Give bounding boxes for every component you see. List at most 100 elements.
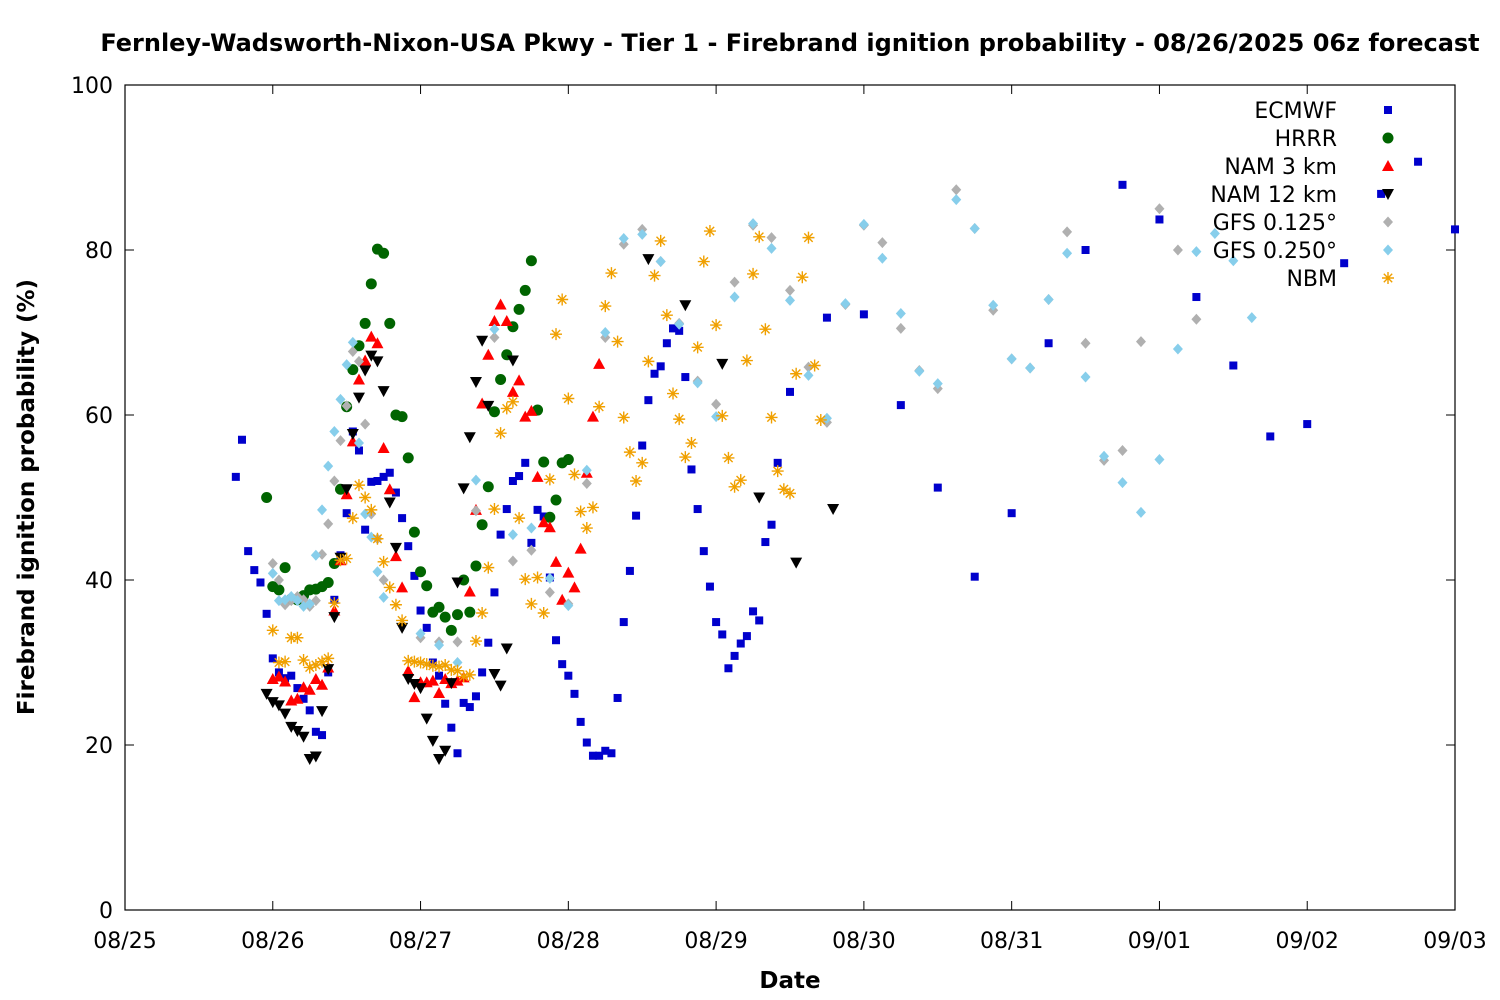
data-point — [544, 586, 555, 598]
data-point — [654, 234, 667, 247]
data-point — [507, 555, 518, 567]
y-axis-label: Firebrand ignition probability (%) — [14, 279, 40, 715]
data-point — [576, 717, 585, 726]
data-point — [558, 660, 567, 669]
data-point — [582, 738, 591, 747]
data-point — [383, 581, 396, 594]
data-point — [1117, 444, 1128, 456]
data-point — [402, 452, 414, 464]
data-point — [452, 636, 463, 648]
legend-marker — [1384, 106, 1392, 114]
data-point — [502, 505, 511, 514]
data-point — [527, 538, 536, 547]
data-point — [710, 319, 723, 332]
data-point — [488, 503, 501, 516]
y-tick-label: 60 — [85, 404, 113, 429]
data-point — [256, 578, 265, 587]
data-point — [452, 609, 463, 621]
data-point — [396, 622, 409, 634]
data-point — [581, 477, 592, 489]
legend-label: GFS 0.125° — [1213, 211, 1337, 236]
data-point — [457, 670, 470, 683]
data-point — [335, 435, 346, 447]
data-point — [408, 691, 421, 703]
data-point — [426, 735, 439, 747]
data-point — [951, 184, 962, 196]
data-point — [389, 550, 402, 562]
series-nbm — [266, 225, 827, 683]
data-point — [681, 373, 690, 382]
data-point — [361, 525, 370, 534]
data-point — [378, 247, 390, 259]
data-point — [371, 356, 384, 368]
data-point — [538, 456, 550, 468]
data-point — [827, 504, 840, 516]
data-point — [273, 595, 284, 607]
data-point — [490, 588, 499, 597]
data-point — [531, 470, 544, 482]
data-point — [451, 664, 464, 677]
data-point — [365, 350, 378, 362]
data-point — [988, 299, 999, 311]
data-point — [285, 721, 298, 733]
data-point — [341, 359, 352, 371]
data-point — [822, 313, 831, 322]
data-point — [716, 358, 729, 370]
data-point — [500, 643, 513, 655]
data-point — [488, 669, 501, 681]
data-point — [543, 521, 556, 533]
data-point — [638, 441, 647, 450]
data-point — [323, 518, 334, 530]
x-tick-label: 08/30 — [832, 929, 895, 954]
chart-title: Fernley-Wadsworth-Nixon-USA Pkwy - Tier … — [100, 29, 1479, 57]
data-point — [675, 326, 684, 335]
plot-border — [124, 84, 1456, 911]
data-point — [877, 237, 888, 249]
data-point — [586, 501, 599, 514]
data-point — [402, 654, 415, 667]
data-point — [434, 639, 445, 651]
data-point — [562, 454, 574, 466]
data-point — [1081, 246, 1090, 254]
data-point — [367, 477, 376, 486]
data-point — [699, 547, 708, 556]
data-point — [574, 505, 587, 518]
data-point — [421, 580, 433, 592]
data-point — [426, 659, 439, 672]
data-point — [371, 337, 384, 349]
data-point — [1303, 420, 1312, 429]
data-point — [692, 377, 703, 389]
data-point — [630, 475, 643, 487]
data-point — [1246, 312, 1257, 324]
legend-label: NBM — [1286, 267, 1337, 292]
data-point — [378, 591, 389, 603]
data-point — [309, 751, 322, 763]
data-point — [489, 323, 500, 335]
data-point — [365, 503, 378, 516]
data-point — [618, 232, 629, 244]
x-tick-label: 08/26 — [241, 929, 304, 954]
data-point — [445, 678, 458, 690]
data-point — [354, 446, 363, 455]
data-point — [379, 472, 388, 481]
data-point — [334, 554, 347, 567]
legend-marker — [1382, 272, 1394, 284]
data-point — [433, 601, 445, 613]
data-point — [471, 692, 480, 701]
plot-area — [124, 84, 1456, 911]
data-point — [347, 336, 358, 348]
data-point — [593, 400, 606, 413]
data-point — [316, 678, 329, 690]
data-point — [859, 310, 868, 319]
data-point — [476, 607, 489, 619]
data-point — [1377, 189, 1386, 198]
data-point — [519, 573, 532, 586]
data-point — [618, 238, 629, 250]
data-point — [378, 574, 389, 586]
data-point — [642, 254, 655, 266]
data-point — [291, 631, 304, 644]
legend-label: NAM 3 km — [1224, 155, 1337, 180]
data-point — [550, 555, 563, 567]
data-point — [1340, 259, 1349, 268]
data-point — [896, 401, 905, 410]
